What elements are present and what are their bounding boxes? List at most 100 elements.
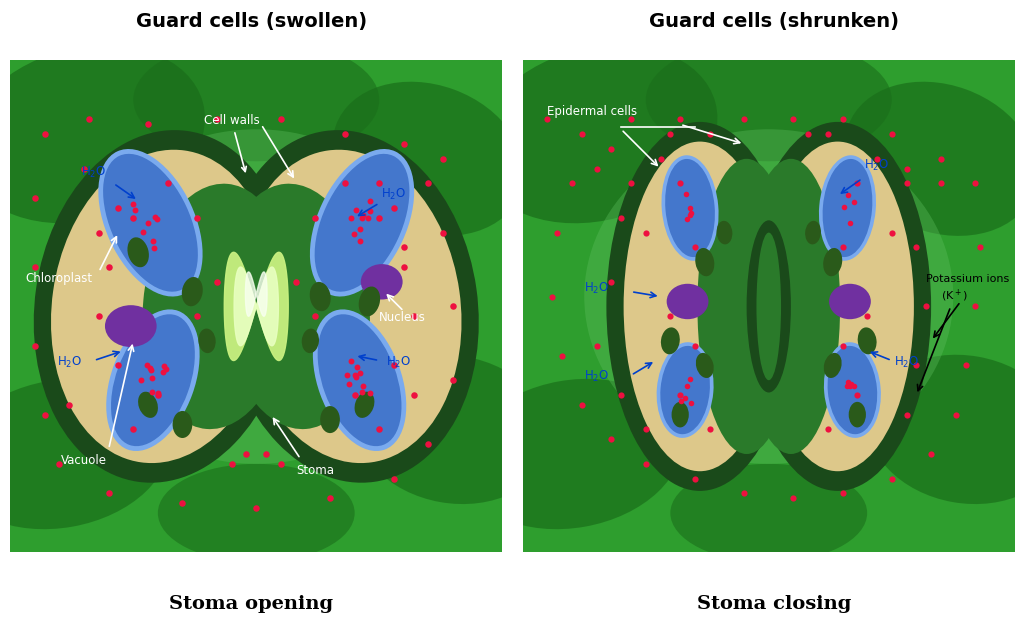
Point bbox=[683, 208, 699, 218]
Ellipse shape bbox=[607, 122, 793, 491]
Point bbox=[574, 129, 590, 139]
Polygon shape bbox=[224, 253, 288, 360]
Point bbox=[638, 459, 654, 469]
Point bbox=[406, 390, 422, 400]
Point bbox=[613, 213, 629, 223]
Point bbox=[273, 459, 289, 469]
Point bbox=[968, 178, 984, 188]
Point bbox=[139, 219, 156, 228]
Ellipse shape bbox=[725, 178, 793, 435]
Point bbox=[209, 115, 226, 124]
Point bbox=[125, 213, 141, 223]
Ellipse shape bbox=[823, 248, 843, 276]
Ellipse shape bbox=[660, 346, 710, 434]
Ellipse shape bbox=[756, 233, 781, 380]
Ellipse shape bbox=[829, 284, 871, 319]
Point bbox=[676, 394, 693, 404]
Point bbox=[339, 370, 356, 380]
Ellipse shape bbox=[72, 129, 441, 464]
Point bbox=[348, 205, 365, 215]
Polygon shape bbox=[234, 267, 279, 346]
Point bbox=[150, 390, 166, 400]
Point bbox=[679, 214, 695, 224]
Ellipse shape bbox=[182, 208, 291, 405]
Ellipse shape bbox=[646, 38, 892, 162]
Point bbox=[445, 375, 461, 385]
Point bbox=[37, 129, 53, 139]
Point bbox=[918, 301, 935, 311]
Point bbox=[145, 236, 161, 246]
Point bbox=[908, 243, 925, 253]
Ellipse shape bbox=[665, 159, 714, 257]
Point bbox=[189, 213, 205, 223]
Point bbox=[843, 381, 859, 391]
Ellipse shape bbox=[858, 327, 876, 354]
Point bbox=[346, 370, 363, 380]
Point bbox=[834, 488, 851, 498]
Point bbox=[672, 390, 689, 400]
Ellipse shape bbox=[221, 208, 330, 405]
Point bbox=[554, 350, 570, 360]
Point bbox=[362, 196, 378, 206]
Point bbox=[189, 311, 205, 321]
Ellipse shape bbox=[318, 314, 402, 446]
Point bbox=[76, 163, 92, 173]
Ellipse shape bbox=[805, 221, 821, 245]
Ellipse shape bbox=[104, 154, 198, 292]
Point bbox=[549, 228, 566, 238]
Point bbox=[396, 262, 412, 272]
Text: H$_2$O: H$_2$O bbox=[81, 165, 107, 180]
Point bbox=[834, 341, 851, 351]
Point bbox=[352, 224, 368, 234]
Point bbox=[385, 203, 402, 213]
Point bbox=[972, 243, 988, 253]
Point bbox=[564, 178, 580, 188]
Point bbox=[701, 129, 717, 139]
Ellipse shape bbox=[666, 284, 708, 319]
Point bbox=[308, 311, 324, 321]
Point bbox=[736, 115, 752, 124]
Point bbox=[343, 213, 360, 223]
Ellipse shape bbox=[220, 130, 479, 483]
Point bbox=[662, 129, 679, 139]
Point bbox=[638, 228, 654, 238]
Point bbox=[588, 163, 605, 173]
Point bbox=[834, 243, 851, 253]
Text: Chloroplast: Chloroplast bbox=[25, 272, 92, 285]
Point bbox=[947, 410, 963, 420]
Point bbox=[90, 311, 107, 321]
Point bbox=[347, 372, 364, 382]
Point bbox=[138, 360, 155, 370]
Point bbox=[884, 228, 900, 238]
Point bbox=[145, 373, 161, 383]
Ellipse shape bbox=[172, 411, 193, 438]
Ellipse shape bbox=[716, 221, 733, 245]
Ellipse shape bbox=[762, 142, 914, 471]
Point bbox=[652, 154, 668, 164]
Point bbox=[842, 217, 858, 227]
Ellipse shape bbox=[849, 402, 866, 428]
Text: Vacuole: Vacuole bbox=[62, 454, 107, 467]
Point bbox=[273, 115, 289, 124]
Point bbox=[846, 381, 862, 391]
Point bbox=[142, 365, 159, 375]
Ellipse shape bbox=[320, 406, 340, 433]
Point bbox=[843, 379, 859, 389]
Text: Cell walls: Cell walls bbox=[204, 115, 259, 171]
Ellipse shape bbox=[199, 329, 215, 353]
Ellipse shape bbox=[661, 327, 680, 354]
Point bbox=[933, 154, 949, 164]
Point bbox=[223, 459, 240, 469]
Point bbox=[158, 364, 174, 374]
Point bbox=[687, 243, 703, 253]
Point bbox=[62, 400, 78, 410]
Point bbox=[968, 301, 984, 311]
Point bbox=[354, 213, 370, 223]
Point bbox=[37, 410, 53, 420]
Point bbox=[539, 115, 556, 124]
Point bbox=[840, 190, 857, 200]
Point bbox=[682, 374, 698, 384]
Text: Guard cells (shrunken): Guard cells (shrunken) bbox=[649, 12, 899, 31]
Ellipse shape bbox=[824, 353, 842, 378]
Point bbox=[800, 129, 816, 139]
